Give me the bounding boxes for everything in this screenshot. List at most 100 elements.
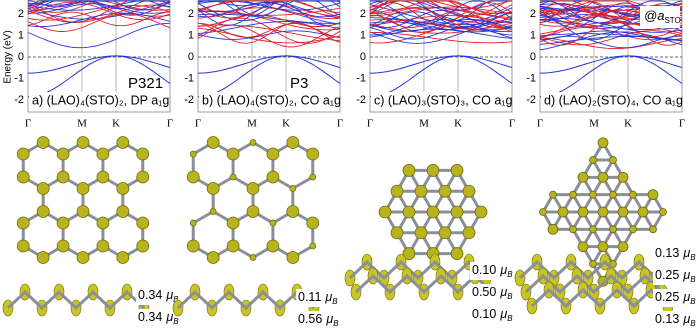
atom-lobe xyxy=(547,223,559,235)
band-line xyxy=(539,37,683,50)
band-line xyxy=(27,1,171,21)
band-line xyxy=(27,12,171,27)
atom-lobe xyxy=(226,239,240,253)
magnetic-moment: 0.56 μB xyxy=(298,312,339,328)
panel-label: c) (LAO)₃(STO)₃, CO a₁g xyxy=(374,93,513,107)
atom-lobe xyxy=(647,189,659,201)
atom-lobe xyxy=(249,139,257,146)
moment-value: 0.25 xyxy=(655,268,679,282)
atom-lobe xyxy=(557,206,569,218)
atom-lobe xyxy=(206,136,220,149)
moment-unit-sub: B xyxy=(332,297,338,306)
moment-unit-sub: B xyxy=(333,319,339,328)
moment-value: 0.11 xyxy=(298,290,321,304)
k-point-label: M xyxy=(419,118,429,130)
atom-lobe xyxy=(390,184,404,198)
plot-frame xyxy=(27,0,171,113)
band-line xyxy=(539,18,683,30)
moment-unit-sub: B xyxy=(173,295,179,304)
atom-lobe xyxy=(462,184,476,198)
band-line xyxy=(27,22,171,49)
strain-at: @a xyxy=(644,8,664,23)
band-line xyxy=(539,35,683,45)
atom-lobe xyxy=(402,164,416,177)
magnetic-moment: 0.13 μB xyxy=(655,312,696,328)
magnetic-moment: 0.25 μB xyxy=(655,268,696,284)
atom-lobe xyxy=(189,219,197,227)
atom-lobe xyxy=(56,147,70,161)
space-group: P321 xyxy=(128,75,163,92)
atom-lobe xyxy=(609,156,617,164)
moment-value: 0.56 xyxy=(298,312,322,326)
atom-lobe xyxy=(249,254,257,261)
chain-bond xyxy=(530,287,670,309)
magnetic-moment: 0.11 μB xyxy=(298,290,338,306)
chain-bond xyxy=(518,259,658,281)
band-line xyxy=(197,27,341,44)
band-line xyxy=(369,28,513,39)
moment-unit-sub: B xyxy=(690,253,696,262)
atom-lobe xyxy=(76,205,90,218)
band-line xyxy=(369,25,513,40)
atom-lobe xyxy=(609,190,617,199)
atom-lobe xyxy=(597,241,609,253)
moment-unit: μ xyxy=(325,312,333,326)
moment-unit-sub: B xyxy=(690,319,696,328)
y-tick-label: 2 xyxy=(530,8,536,20)
band-line xyxy=(539,55,683,98)
atom-lobe xyxy=(402,247,416,260)
atom-lobe xyxy=(609,225,617,234)
band-line xyxy=(539,13,683,37)
moment-unit: μ xyxy=(682,268,690,282)
atom-lobe xyxy=(589,156,597,164)
label-bg xyxy=(640,6,680,28)
atom-lobe xyxy=(426,164,440,177)
band-line xyxy=(369,19,513,32)
k-point-label: Γ xyxy=(509,118,515,130)
strain-label: @aSTO xyxy=(644,8,681,25)
band-line xyxy=(540,0,683,24)
atom-lobe xyxy=(266,239,280,253)
panel-label: b) (LAO)₄(STO)₂, CO a₁g xyxy=(202,93,341,107)
moment-value: 0.34 xyxy=(138,310,162,324)
atom-lobe xyxy=(36,251,50,264)
band-line xyxy=(539,2,683,20)
chain-bond xyxy=(176,289,316,311)
band-line xyxy=(197,24,341,42)
atom-lobe xyxy=(597,171,609,183)
band-line xyxy=(370,0,513,25)
atom-lobe xyxy=(16,216,30,230)
moment-unit-sub: B xyxy=(173,317,179,326)
k-point-label: K xyxy=(454,118,462,130)
atom-lobe xyxy=(136,147,150,161)
atom-lobe xyxy=(206,251,220,264)
band-line xyxy=(27,4,171,23)
moment-unit-sub: B xyxy=(507,314,513,323)
moment-value: 0.25 xyxy=(655,290,679,304)
k-point-label: Γ xyxy=(195,118,201,130)
atom-lobe xyxy=(462,226,476,240)
atom-lobe xyxy=(96,147,110,161)
panel-label: d) (LAO)₂(STO)₄, CO a₁g xyxy=(544,93,683,107)
band-line xyxy=(197,7,341,20)
k-point-label: M xyxy=(77,118,87,130)
band-line xyxy=(197,14,341,27)
atom-lobe xyxy=(76,136,90,149)
label-bg xyxy=(29,92,169,110)
magnetic-moment: 0.34 μB xyxy=(138,310,179,326)
band-line xyxy=(369,2,513,25)
atom-lobe xyxy=(438,184,452,198)
atom-lobe xyxy=(116,182,130,195)
atom-lobe xyxy=(16,147,30,161)
plot-frame xyxy=(539,0,683,113)
label-bg xyxy=(470,284,516,302)
moment-unit-sub: B xyxy=(507,292,513,301)
atom-lobe xyxy=(378,205,392,219)
y-tick-label: 0 xyxy=(188,51,194,63)
y-tick-label: 0 xyxy=(530,51,536,63)
atom-lobe xyxy=(76,182,90,195)
y-tick-label: 1 xyxy=(360,29,366,41)
chain-bond xyxy=(6,289,146,311)
atom-lobe xyxy=(266,170,280,184)
